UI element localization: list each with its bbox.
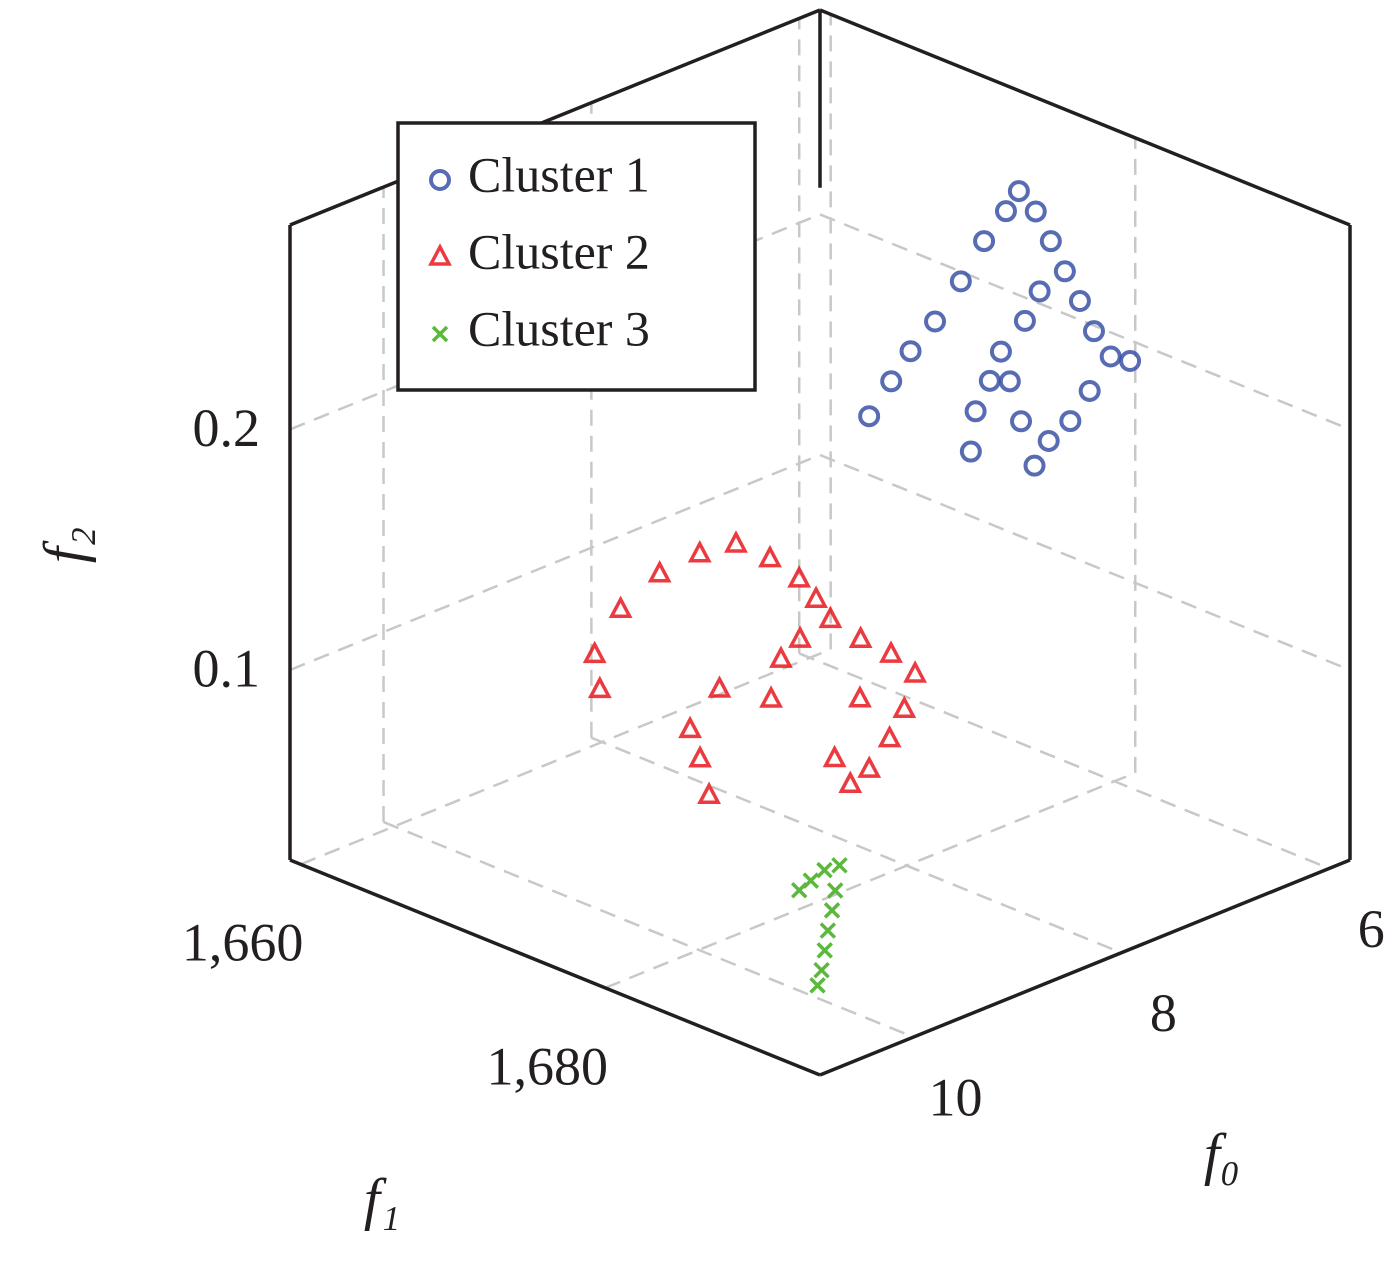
point xyxy=(697,781,721,805)
point xyxy=(877,724,902,748)
point xyxy=(582,640,607,664)
frame xyxy=(288,8,1352,1077)
point xyxy=(769,645,793,668)
x-tick-label: 8 xyxy=(1150,983,1177,1043)
point xyxy=(1010,410,1033,433)
point xyxy=(964,400,987,423)
point xyxy=(924,310,947,333)
grid-line xyxy=(604,771,1136,990)
point xyxy=(973,230,996,253)
point xyxy=(816,861,833,879)
legend-marker xyxy=(431,325,449,343)
point xyxy=(1119,349,1142,372)
point xyxy=(857,755,882,778)
point xyxy=(892,695,917,718)
axis-line xyxy=(819,858,1351,1077)
labels: f₀ f₁ f₂ 6 8 10 1,660 1,680 0.1 0.2 xyxy=(31,398,1384,1231)
legend-label: Cluster 2 xyxy=(468,223,650,279)
point xyxy=(687,539,712,563)
point xyxy=(826,882,844,899)
point xyxy=(848,625,873,648)
point xyxy=(1013,309,1036,332)
point xyxy=(816,942,833,959)
point xyxy=(959,440,982,463)
point xyxy=(1053,260,1076,283)
point xyxy=(831,857,848,874)
axis-line xyxy=(289,8,821,227)
point xyxy=(724,530,748,553)
y-tick-label: 1,660 xyxy=(182,913,304,973)
point xyxy=(688,744,712,768)
point xyxy=(1037,429,1060,452)
y-tick-label: 1,680 xyxy=(487,1036,609,1096)
point xyxy=(813,961,830,979)
legend-marker xyxy=(428,243,452,266)
legend-marker xyxy=(429,169,451,191)
x-axis-label: f₀ xyxy=(1204,1121,1240,1186)
point xyxy=(848,685,872,708)
grid-line xyxy=(289,453,821,672)
point xyxy=(838,770,863,794)
legend-box xyxy=(396,121,757,392)
point xyxy=(587,675,612,699)
point xyxy=(822,744,847,768)
point xyxy=(819,922,837,939)
y-axis-label: f₁ xyxy=(364,1166,400,1231)
point xyxy=(788,625,812,648)
x-tick-label: 10 xyxy=(929,1067,983,1127)
point xyxy=(759,685,783,708)
point xyxy=(903,660,927,683)
point xyxy=(899,340,922,363)
point xyxy=(823,902,841,919)
marks xyxy=(582,180,1142,994)
grid-line xyxy=(590,736,1122,954)
grid-line xyxy=(798,652,1330,870)
point xyxy=(1082,320,1105,343)
point xyxy=(758,544,782,568)
point xyxy=(790,882,808,899)
point xyxy=(1039,230,1062,253)
point xyxy=(787,565,812,588)
point xyxy=(678,715,703,739)
point xyxy=(989,340,1012,363)
legend: Cluster 1 Cluster 2 Cluster 3 xyxy=(396,121,757,392)
point xyxy=(1007,180,1030,203)
point xyxy=(994,200,1017,223)
z-tick-label: 0.1 xyxy=(193,638,261,698)
point xyxy=(1024,200,1047,223)
point xyxy=(1078,379,1101,402)
legend-label: Cluster 3 xyxy=(468,300,650,356)
point xyxy=(880,370,903,393)
grid-line xyxy=(383,820,914,1039)
point xyxy=(949,270,972,293)
point xyxy=(818,605,843,629)
x-tick-label: 6 xyxy=(1358,899,1385,959)
point xyxy=(804,585,828,608)
z-axis-label: f₂ xyxy=(31,527,96,563)
point xyxy=(1068,290,1091,313)
point xyxy=(1059,410,1082,433)
grid xyxy=(289,14,1351,1039)
point xyxy=(978,369,1001,392)
axis-line xyxy=(289,858,821,1077)
point xyxy=(647,559,672,583)
point xyxy=(998,370,1021,393)
grid-line xyxy=(819,453,1351,672)
point xyxy=(809,977,826,994)
point xyxy=(608,595,633,619)
point xyxy=(1099,345,1122,368)
z-tick-label: 0.2 xyxy=(193,398,261,458)
point xyxy=(858,405,881,428)
point xyxy=(707,675,732,698)
axis-line xyxy=(819,8,1351,227)
grid-line xyxy=(300,648,832,866)
point xyxy=(879,640,903,663)
point xyxy=(1028,280,1051,303)
grid-line xyxy=(819,213,1351,431)
legend-label: Cluster 1 xyxy=(468,146,650,202)
point xyxy=(1023,454,1046,477)
